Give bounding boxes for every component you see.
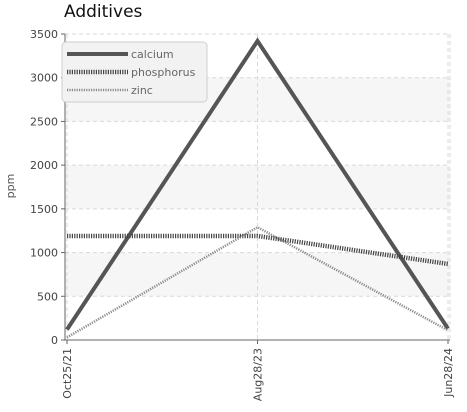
- y-tick-label: 2000: [30, 159, 58, 172]
- y-axis-label: ppm: [4, 174, 17, 199]
- y-tick-labels: 0 500 1000 1500 2000 2500 3000 3500: [30, 28, 58, 347]
- legend-label-phosphorus: phosphorus: [131, 66, 196, 79]
- series-line-phosphorus: [67, 233, 449, 267]
- x-tick-label: Aug28/23: [252, 348, 265, 401]
- y-tick-label: 3000: [30, 72, 58, 85]
- legend-label-calcium: calcium: [131, 48, 174, 61]
- plot-bands: [65, 77, 450, 297]
- series-line-calcium: [65, 37, 450, 331]
- y-tick-label: 2500: [30, 115, 58, 128]
- series-lines: [65, 37, 450, 339]
- x-tick-label: Oct25/21: [61, 348, 74, 399]
- legend: calcium phosphorus zinc: [61, 41, 208, 103]
- y-tick-label: 500: [37, 290, 58, 303]
- y-tick-label: 0: [51, 334, 58, 347]
- y-tick-label: 1500: [30, 203, 58, 216]
- y-tick-label: 1000: [30, 247, 58, 260]
- legend-box: [61, 41, 208, 103]
- chart-title: Additives: [64, 2, 143, 22]
- legend-label-zinc: zinc: [131, 84, 153, 97]
- plot-band: [65, 165, 450, 209]
- y-tick-label: 3500: [30, 28, 58, 41]
- x-tick-label: Jun28/24: [442, 348, 455, 398]
- x-tick-labels: Oct25/21 Aug28/23 Jun28/24: [61, 348, 455, 401]
